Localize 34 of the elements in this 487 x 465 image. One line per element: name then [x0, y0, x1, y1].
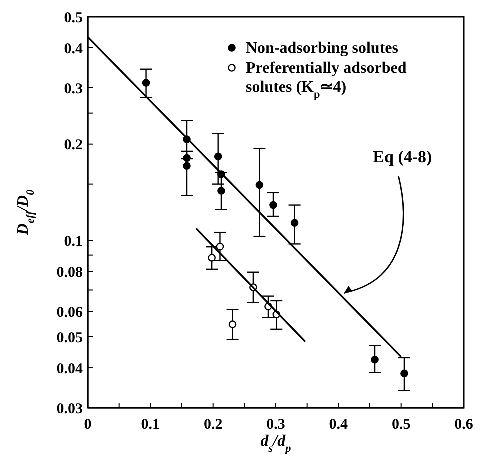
y-tick-label: 0.04: [56, 361, 84, 378]
point: [216, 242, 224, 251]
point: [214, 152, 222, 161]
legend-label: Preferentially adsorbed solutes (K$_{p}$≃4): [246, 60, 407, 101]
y-tick-label: 0.08: [56, 265, 83, 282]
y-tick-label: 0.5: [64, 10, 83, 26]
point: [256, 181, 264, 190]
point: [142, 79, 150, 87]
x-tick-label: 0.1: [141, 417, 160, 433]
point: [290, 219, 299, 227]
point: [183, 154, 191, 162]
point: [270, 201, 278, 210]
x-tick-label: 0.3: [266, 417, 286, 433]
point: [371, 356, 379, 364]
annotation: Eq (4-8): [373, 147, 432, 166]
x-tick-label: 0.5: [392, 417, 411, 433]
x-tick-label: 0.6: [454, 417, 474, 433]
y-tick-label: 0.3: [64, 81, 83, 98]
x-axis-title: d$_{s}$/d$_{p}$: [260, 433, 292, 455]
y-tick-label: 0.03: [56, 401, 83, 418]
y-tick-label: 0.2: [64, 138, 83, 154]
y-tick-label: 0.4: [64, 41, 84, 58]
point: [400, 370, 408, 378]
x-tick-label: 0.2: [204, 417, 223, 433]
point: [183, 162, 191, 170]
y-tick-label: 0.1: [64, 234, 83, 250]
y-tick-label: 0.05: [56, 330, 83, 346]
point: [208, 254, 216, 262]
x-tick-label: 0: [84, 417, 92, 433]
x-tick-label: 0.4: [329, 417, 349, 433]
point: [218, 187, 226, 195]
point: [228, 320, 237, 328]
legend-label: Non-adsorbing solutes: [246, 40, 398, 57]
y-tick-label: 0.06: [56, 304, 84, 321]
